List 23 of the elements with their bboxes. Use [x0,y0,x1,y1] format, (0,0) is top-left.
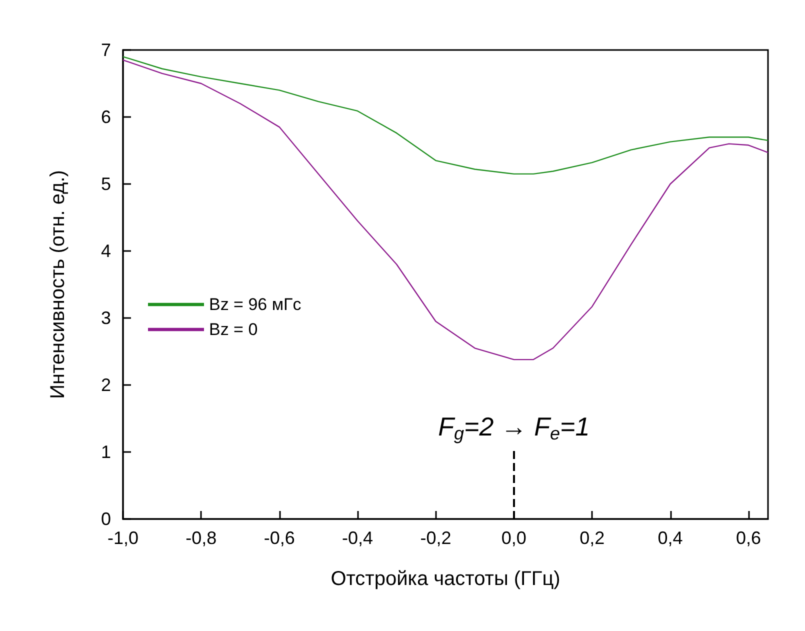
x-tick-label: 0,2 [580,528,605,548]
x-tick-label: 0,0 [501,528,526,548]
y-tick-label: 6 [100,107,111,127]
y-tick-label: 2 [100,375,111,395]
legend-label: Bz = 0 [209,320,258,339]
y-axis-title: Интенсивность (отн. ед.) [47,170,69,399]
x-tick-label: -0,8 [186,528,217,548]
legend-label: Bz = 96 мГс [209,295,302,314]
y-tick-label: 1 [100,442,111,462]
y-tick-label: 0 [100,509,111,529]
x-tick-label: 0,4 [658,528,683,548]
x-tick-label: -1,0 [107,528,139,548]
y-tick-label: 7 [100,40,111,60]
y-tick-label: 5 [100,174,111,194]
x-axis-title: Отстройка частоты (ГГц) [330,568,560,590]
x-tick-label: -0,4 [342,528,374,548]
y-tick-label: 3 [100,308,111,328]
line-series [122,59,769,360]
y-tick-label: 4 [100,241,111,261]
x-tick-label: 0,6 [736,528,761,548]
x-tick-label: -0,2 [420,528,452,548]
line-series [122,56,769,175]
x-tick-label: -0,6 [264,528,295,548]
